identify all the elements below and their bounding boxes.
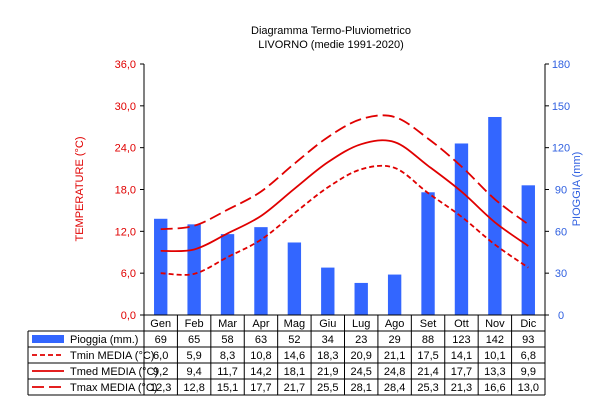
table-cell: 9,4 — [186, 366, 201, 378]
chart-subtitle: LIVORNO (medie 1991-2020) — [258, 39, 404, 51]
table-cell: 20,9 — [350, 350, 371, 362]
table-cell: 9,2 — [153, 366, 168, 378]
table-cell: 9,9 — [521, 366, 536, 378]
right-tick-label: 0 — [558, 310, 564, 322]
left-tick-label: 12,0 — [115, 226, 136, 238]
table-cell: 18,3 — [317, 350, 338, 362]
x-tick-label: Mag — [284, 318, 305, 330]
left-tick-label: 24,0 — [115, 143, 136, 155]
legend-label: Tmax MEDIA (°C) — [70, 382, 158, 394]
left-tick-label: 18,0 — [115, 185, 136, 197]
bar-dic — [521, 185, 535, 315]
table-cell: 21,4 — [417, 366, 438, 378]
table-cell: 142 — [486, 334, 504, 346]
x-tick-label: Feb — [185, 318, 204, 330]
table-cell: 21,1 — [384, 350, 405, 362]
x-tick-label: Ago — [385, 318, 405, 330]
table-cell: 17,7 — [451, 366, 472, 378]
legend-swatch-bar — [32, 335, 64, 343]
table-cell: 14,6 — [284, 350, 305, 362]
legend-label: Tmin MEDIA (°C) — [70, 350, 154, 362]
table-cell: 6,8 — [521, 350, 536, 362]
x-tick-label: Apr — [252, 318, 269, 330]
x-tick-label: Set — [420, 318, 437, 330]
right-tick-label: 90 — [555, 185, 567, 197]
bar-feb — [187, 224, 201, 315]
table-cell: 69 — [155, 334, 167, 346]
table-cell: 88 — [422, 334, 434, 346]
table-cell: 34 — [322, 334, 334, 346]
x-tick-label: Ott — [454, 318, 469, 330]
bar-mar — [220, 234, 235, 315]
bar-nov — [488, 116, 502, 315]
x-tick-label: Mar — [218, 318, 237, 330]
table-cell: 15,1 — [217, 382, 238, 394]
x-tick-label: Dic — [520, 318, 536, 330]
table-cell: 24,8 — [384, 366, 405, 378]
table-cell: 21,7 — [284, 382, 305, 394]
table-cell: 5,9 — [186, 350, 201, 362]
bar-lug — [354, 282, 368, 315]
bar-ott — [454, 143, 469, 315]
table-cell: 14,2 — [250, 366, 271, 378]
x-tick-label: Giu — [319, 318, 336, 330]
table-cell: 18,1 — [284, 366, 305, 378]
table-cell: 93 — [522, 334, 534, 346]
table-cell: 10,1 — [484, 350, 505, 362]
chart-title: Diagramma Termo-Pluviometrico — [251, 25, 411, 37]
left-tick-label: 0,0 — [121, 310, 136, 322]
table-cell: 65 — [188, 334, 200, 346]
bar-apr — [254, 227, 268, 315]
table-cell: 123 — [452, 334, 470, 346]
legend-label: Pioggia (mm.) — [70, 334, 138, 346]
table-cell: 12,8 — [183, 382, 204, 394]
table-cell: 58 — [221, 334, 233, 346]
table-cell: 13,3 — [484, 366, 505, 378]
table-cell: 25,3 — [417, 382, 438, 394]
right-tick-label: 180 — [552, 59, 570, 71]
right-tick-label: 150 — [552, 101, 570, 113]
table-cell: 29 — [389, 334, 401, 346]
table-cell: 23 — [355, 334, 367, 346]
legend-label: Tmed MEDIA (°C) — [70, 366, 158, 378]
left-tick-label: 36,0 — [115, 59, 136, 71]
table-cell: 52 — [288, 334, 300, 346]
table-cell: 6,0 — [153, 350, 168, 362]
table-cell: 8,3 — [220, 350, 235, 362]
bar-gen — [154, 218, 168, 315]
table-cell: 25,5 — [317, 382, 338, 394]
left-tick-label: 30,0 — [115, 101, 136, 113]
table-cell: 13,0 — [518, 382, 539, 394]
table-cell: 14,1 — [451, 350, 472, 362]
right-tick-label: 30 — [555, 268, 567, 280]
x-tick-label: Nov — [485, 318, 505, 330]
left-tick-label: 6,0 — [121, 268, 136, 280]
table-cell: 17,5 — [417, 350, 438, 362]
bar-mag — [287, 242, 302, 315]
table-cell: 21,9 — [317, 366, 338, 378]
right-tick-label: 60 — [555, 226, 567, 238]
line-tmin — [160, 164, 529, 276]
left-axis-label: TEMPERATURE (°C) — [74, 136, 86, 241]
table-cell: 21,3 — [451, 382, 472, 394]
right-axis-label: PIOGGIA (mm) — [571, 152, 583, 227]
line-tmax — [160, 114, 529, 231]
table-cell: 12,3 — [150, 382, 171, 394]
table-cell: 63 — [255, 334, 267, 346]
table-cell: 16,6 — [484, 382, 505, 394]
table-cell: 17,7 — [250, 382, 271, 394]
bar-giu — [321, 267, 335, 315]
bar-set — [421, 192, 435, 315]
table-cell: 28,1 — [350, 382, 371, 394]
bar-ago — [387, 274, 402, 315]
table-cell: 28,4 — [384, 382, 405, 394]
table-cell: 11,7 — [217, 366, 238, 378]
x-tick-label: Lug — [352, 318, 370, 330]
table-cell: 10,8 — [250, 350, 271, 362]
right-tick-label: 120 — [552, 143, 570, 155]
x-tick-label: Gen — [150, 318, 171, 330]
table-cell: 24,5 — [350, 366, 371, 378]
line-tmed — [160, 139, 529, 253]
